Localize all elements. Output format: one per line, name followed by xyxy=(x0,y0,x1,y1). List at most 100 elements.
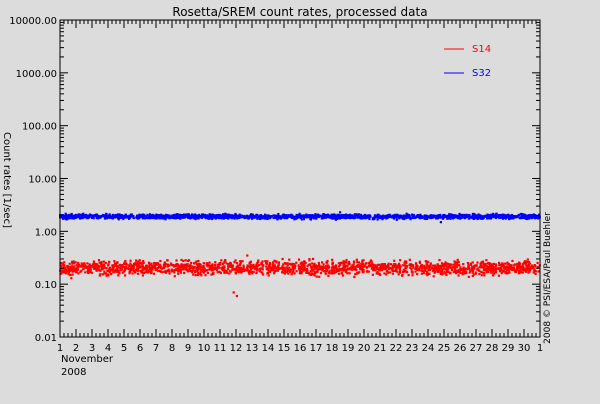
data-point-S32 xyxy=(508,215,511,218)
data-point-S32 xyxy=(501,215,504,218)
data-point-S14 xyxy=(214,261,217,264)
data-point-S32 xyxy=(81,212,84,216)
data-point-S14 xyxy=(188,266,191,269)
data-point-S14 xyxy=(433,271,436,274)
data-point-S14 xyxy=(98,265,101,268)
data-point-S14 xyxy=(456,264,459,267)
data-point-S32 xyxy=(195,216,198,219)
data-point-S14 xyxy=(432,275,435,278)
data-point-S14 xyxy=(289,270,292,274)
data-point-S32 xyxy=(105,216,108,220)
data-point-S14 xyxy=(128,272,131,275)
data-point-S14 xyxy=(61,271,64,274)
data-point-S14 xyxy=(65,268,68,271)
data-point-S14 xyxy=(317,261,320,265)
data-point-S14 xyxy=(195,260,198,263)
data-point-S14 xyxy=(445,268,448,271)
data-point-S14 xyxy=(405,262,408,265)
data-point-S14 xyxy=(59,272,63,275)
data-point-S14 xyxy=(150,262,153,265)
data-point-S14 xyxy=(507,269,510,272)
data-point-S14 xyxy=(441,268,444,271)
data-point-S14 xyxy=(361,261,364,264)
data-point-S32 xyxy=(483,215,487,218)
data-point-S14 xyxy=(389,266,392,270)
data-point-S32 xyxy=(248,215,251,218)
data-point-S32 xyxy=(518,217,522,220)
data-point-S14 xyxy=(187,265,190,268)
data-point-S32 xyxy=(431,216,434,219)
data-point-S32 xyxy=(231,216,234,219)
data-point-S32 xyxy=(393,213,397,217)
data-point-S14 xyxy=(158,263,162,267)
data-point-S32 xyxy=(342,215,345,218)
data-point-S14 xyxy=(83,262,86,265)
data-point-S14 xyxy=(245,266,249,269)
data-point-S14 xyxy=(120,268,123,271)
data-point-S14 xyxy=(227,262,230,266)
data-point-S32 xyxy=(435,214,438,218)
data-point-S14 xyxy=(362,259,365,262)
data-point-S14 xyxy=(391,272,395,275)
data-point-S14 xyxy=(173,268,176,272)
data-point-S14 xyxy=(463,269,466,272)
data-point-S32 xyxy=(352,215,355,219)
data-point-S14 xyxy=(261,271,264,274)
data-point-S14 xyxy=(243,268,246,271)
data-point-S14 xyxy=(376,263,379,267)
data-point-S14 xyxy=(251,272,254,275)
data-point-S32 xyxy=(163,216,166,219)
data-point-S32 xyxy=(488,216,491,219)
data-point-S14 xyxy=(257,259,260,262)
data-point-S14 xyxy=(205,263,209,267)
data-point-S32 xyxy=(172,214,175,218)
data-point-S14 xyxy=(291,263,294,266)
data-point-S32 xyxy=(386,216,389,219)
data-point-S32 xyxy=(150,216,154,219)
x-tick-label: 5 xyxy=(121,343,127,354)
data-point-S14 xyxy=(345,261,348,264)
data-point-S14 xyxy=(372,266,376,270)
data-point-S14 xyxy=(250,264,253,268)
data-point-S14 xyxy=(77,272,80,275)
data-point-S14 xyxy=(498,264,501,267)
data-point-S14 xyxy=(437,264,440,268)
data-point-S32 xyxy=(348,217,352,220)
data-point-S14 xyxy=(144,271,147,274)
data-point-S14 xyxy=(128,265,131,268)
data-point-S14 xyxy=(319,272,323,275)
data-point-S14 xyxy=(141,262,144,265)
data-point-S14 xyxy=(387,262,390,265)
data-point-S32 xyxy=(117,213,120,216)
data-point-S32 xyxy=(349,215,353,218)
data-point-S14 xyxy=(418,260,421,263)
data-point-S14 xyxy=(293,265,296,268)
data-point-S14 xyxy=(427,260,430,263)
data-point-S14 xyxy=(347,260,351,264)
data-point-S14 xyxy=(178,267,181,270)
data-point-S14 xyxy=(261,265,264,268)
data-point-S14 xyxy=(127,267,130,270)
data-point-S32 xyxy=(381,217,384,220)
data-point-S14 xyxy=(105,267,108,270)
data-point-S32 xyxy=(189,215,192,218)
data-point-S14 xyxy=(74,268,77,271)
data-point-S14 xyxy=(175,264,178,267)
data-point-S14 xyxy=(414,270,417,273)
data-point-S14 xyxy=(189,263,192,267)
data-point-S32 xyxy=(319,214,322,217)
data-point-S14 xyxy=(446,266,449,269)
data-point-S14 xyxy=(298,272,302,275)
data-point-S32 xyxy=(477,213,480,216)
data-point-S14 xyxy=(414,262,418,265)
data-point-S14 xyxy=(199,271,202,274)
data-point-S14 xyxy=(233,261,236,264)
data-point-S14 xyxy=(407,274,410,277)
data-point-S14 xyxy=(253,268,256,271)
data-point-S32 xyxy=(468,213,471,217)
data-point-S14 xyxy=(229,262,233,265)
data-point-S32 xyxy=(459,215,462,218)
data-point-S14 xyxy=(116,261,119,264)
data-point-S14 xyxy=(219,271,222,275)
data-point-S32 xyxy=(356,216,360,219)
